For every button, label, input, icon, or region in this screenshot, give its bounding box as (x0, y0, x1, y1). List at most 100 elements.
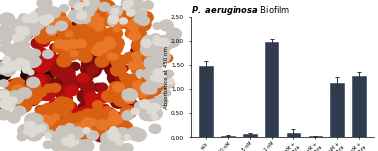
Circle shape (51, 66, 66, 78)
Circle shape (0, 107, 9, 115)
Circle shape (23, 30, 29, 35)
Circle shape (85, 93, 98, 103)
Circle shape (78, 140, 94, 151)
Circle shape (26, 56, 40, 67)
Circle shape (104, 113, 119, 124)
Circle shape (35, 63, 48, 73)
Circle shape (124, 135, 131, 140)
Circle shape (62, 131, 77, 143)
Circle shape (110, 54, 118, 60)
Circle shape (153, 23, 161, 29)
Circle shape (141, 82, 156, 94)
Circle shape (99, 2, 110, 11)
Bar (243, 134, 257, 137)
Circle shape (114, 116, 123, 123)
Circle shape (17, 30, 24, 36)
Circle shape (62, 108, 82, 124)
Circle shape (31, 38, 45, 49)
Circle shape (164, 34, 180, 47)
Circle shape (33, 20, 47, 31)
Circle shape (107, 40, 123, 54)
Circle shape (78, 107, 89, 116)
Circle shape (56, 98, 74, 112)
Circle shape (75, 116, 87, 125)
Circle shape (150, 99, 159, 106)
Circle shape (0, 32, 12, 45)
Circle shape (54, 85, 68, 96)
Circle shape (36, 64, 52, 77)
Circle shape (131, 108, 139, 114)
Circle shape (69, 86, 76, 92)
Circle shape (99, 33, 112, 43)
Circle shape (59, 36, 79, 51)
Circle shape (122, 111, 133, 120)
Circle shape (107, 37, 124, 50)
Circle shape (54, 15, 65, 24)
Circle shape (77, 20, 94, 33)
Circle shape (0, 26, 11, 38)
Circle shape (0, 13, 15, 26)
Circle shape (127, 0, 144, 10)
Circle shape (0, 61, 11, 71)
Circle shape (16, 47, 33, 61)
Circle shape (131, 63, 146, 75)
Circle shape (82, 13, 91, 21)
Circle shape (60, 34, 78, 48)
Circle shape (43, 50, 53, 58)
Circle shape (63, 43, 73, 50)
Circle shape (92, 19, 105, 29)
Circle shape (126, 74, 137, 83)
Circle shape (108, 133, 118, 140)
Circle shape (105, 61, 125, 77)
Circle shape (31, 49, 40, 57)
Circle shape (139, 108, 155, 120)
Circle shape (15, 26, 24, 33)
Circle shape (39, 54, 50, 63)
Circle shape (57, 98, 70, 108)
Circle shape (69, 110, 82, 121)
Circle shape (3, 59, 9, 64)
Circle shape (87, 25, 104, 38)
Circle shape (50, 22, 65, 34)
Circle shape (13, 33, 25, 42)
Circle shape (47, 18, 54, 24)
Circle shape (72, 3, 85, 14)
Circle shape (139, 85, 151, 94)
Circle shape (158, 73, 170, 83)
Circle shape (7, 84, 23, 98)
Circle shape (141, 39, 151, 47)
Circle shape (110, 86, 128, 100)
Circle shape (42, 75, 50, 82)
Circle shape (113, 26, 120, 32)
Circle shape (141, 88, 152, 97)
Circle shape (116, 139, 123, 145)
Circle shape (56, 126, 68, 136)
Circle shape (19, 32, 31, 42)
Circle shape (36, 19, 50, 31)
Circle shape (124, 11, 135, 20)
Circle shape (130, 18, 138, 24)
Circle shape (31, 86, 48, 99)
Circle shape (133, 20, 146, 31)
Circle shape (84, 90, 93, 97)
Circle shape (157, 35, 174, 49)
Circle shape (136, 47, 151, 59)
Circle shape (110, 65, 124, 76)
Circle shape (107, 53, 114, 59)
Circle shape (164, 41, 170, 46)
Circle shape (38, 87, 56, 100)
Circle shape (77, 28, 93, 40)
Circle shape (121, 0, 136, 9)
Circle shape (144, 111, 156, 121)
Circle shape (31, 12, 37, 16)
Circle shape (64, 74, 70, 79)
Circle shape (86, 17, 99, 27)
Circle shape (54, 35, 70, 47)
Circle shape (127, 127, 143, 140)
Circle shape (3, 61, 11, 68)
Circle shape (35, 71, 54, 86)
Circle shape (74, 47, 83, 54)
Circle shape (121, 78, 138, 92)
Circle shape (64, 76, 81, 90)
Circle shape (120, 106, 136, 119)
